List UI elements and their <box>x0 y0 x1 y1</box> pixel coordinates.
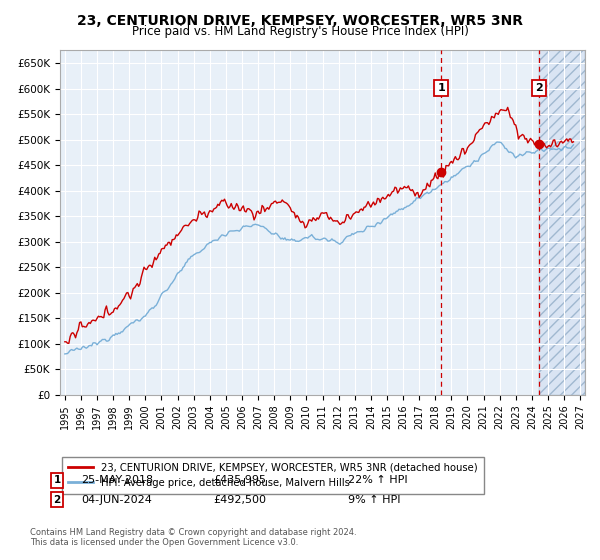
Text: Contains HM Land Registry data © Crown copyright and database right 2024.
This d: Contains HM Land Registry data © Crown c… <box>30 528 356 547</box>
Text: 1: 1 <box>53 475 61 486</box>
Text: 04-JUN-2024: 04-JUN-2024 <box>81 494 152 505</box>
Text: 2: 2 <box>535 83 542 94</box>
Legend: 23, CENTURION DRIVE, KEMPSEY, WORCESTER, WR5 3NR (detached house), HPI: Average : 23, CENTURION DRIVE, KEMPSEY, WORCESTER,… <box>62 456 484 493</box>
Text: Price paid vs. HM Land Registry's House Price Index (HPI): Price paid vs. HM Land Registry's House … <box>131 25 469 38</box>
Text: £492,500: £492,500 <box>213 494 266 505</box>
Text: £435,995: £435,995 <box>213 475 266 486</box>
Bar <box>539 50 585 395</box>
Text: 2: 2 <box>53 494 61 505</box>
Text: 1: 1 <box>437 83 445 94</box>
Text: 25-MAY-2018: 25-MAY-2018 <box>81 475 153 486</box>
Text: 22% ↑ HPI: 22% ↑ HPI <box>348 475 407 486</box>
Text: 23, CENTURION DRIVE, KEMPSEY, WORCESTER, WR5 3NR: 23, CENTURION DRIVE, KEMPSEY, WORCESTER,… <box>77 14 523 28</box>
Text: 9% ↑ HPI: 9% ↑ HPI <box>348 494 401 505</box>
Bar <box>539 50 585 395</box>
